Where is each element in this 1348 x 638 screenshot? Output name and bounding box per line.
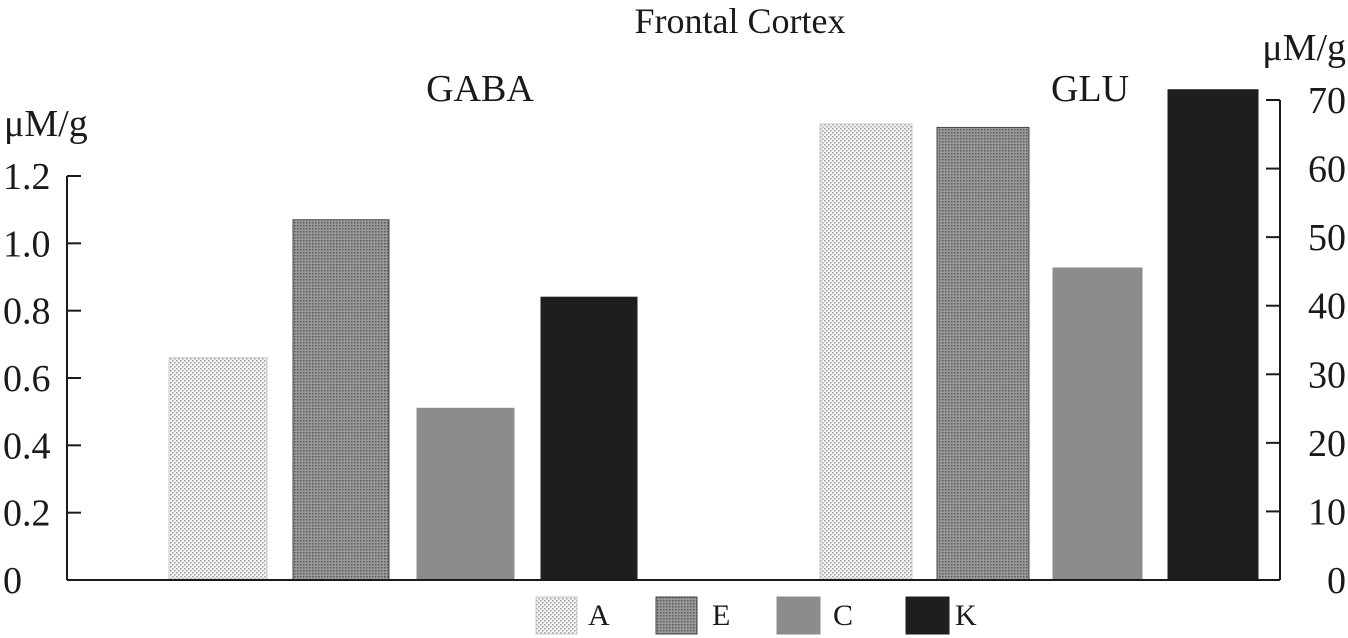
- left-axis-unit: μM/g: [4, 103, 88, 145]
- bar-glu-a: [819, 123, 913, 581]
- right-axis-tick-label: 50: [1308, 217, 1346, 259]
- legend-swatch-e: [655, 596, 698, 635]
- legend-label-c: C: [833, 599, 853, 632]
- right-axis-tick-label: 10: [1308, 491, 1346, 533]
- left-axis-tick-label: 1.2: [3, 156, 51, 198]
- right-axis-tick-label: 0: [1327, 560, 1346, 602]
- legend-label-e: E: [712, 599, 730, 632]
- legend: A E C K: [535, 596, 977, 635]
- right-axis-tick-label: 30: [1308, 354, 1346, 396]
- bar-glu-e: [936, 126, 1030, 581]
- legend-label-a: A: [588, 599, 610, 632]
- left-axis-tick-label: 0.2: [3, 493, 51, 535]
- right-axis-tick-label: 20: [1308, 423, 1346, 465]
- legend-swatch-a: [535, 596, 578, 635]
- right-axis-tick-label: 60: [1308, 149, 1346, 191]
- bar-gaba-c: [416, 407, 515, 581]
- right-axis-tick-label: 40: [1308, 286, 1346, 328]
- left-axis-tick-label: 1.0: [3, 223, 51, 265]
- bar-gaba-k: [540, 296, 638, 581]
- right-axis-unit: μM/g: [1262, 27, 1346, 69]
- group-label-gaba: GABA: [426, 68, 534, 110]
- legend-swatch-c: [776, 596, 821, 635]
- bar-glu-k: [1167, 89, 1259, 581]
- group-label-glu: GLU: [1051, 68, 1129, 110]
- chart-title: Frontal Cortex: [635, 1, 846, 41]
- bar-glu-c: [1052, 267, 1143, 581]
- left-axis-tick-label: 0.8: [3, 291, 51, 333]
- legend-swatch-k: [905, 596, 950, 635]
- right-axis-tick-label: 70: [1308, 80, 1346, 122]
- left-axis-tick-label: 0.4: [3, 425, 51, 467]
- left-axis-tick-label: 0.6: [3, 358, 51, 400]
- legend-label-k: K: [955, 599, 977, 632]
- bar-gaba-a: [168, 357, 268, 581]
- left-y-axis: 0 0.2 0.4 0.6 0.8 1.0 1.2: [3, 156, 81, 602]
- left-axis-tick-label: 0: [3, 560, 22, 602]
- bars: [168, 89, 1259, 581]
- right-y-axis: 0 10 20 30 40 50 60 70: [1266, 80, 1346, 602]
- bar-gaba-e: [292, 219, 390, 581]
